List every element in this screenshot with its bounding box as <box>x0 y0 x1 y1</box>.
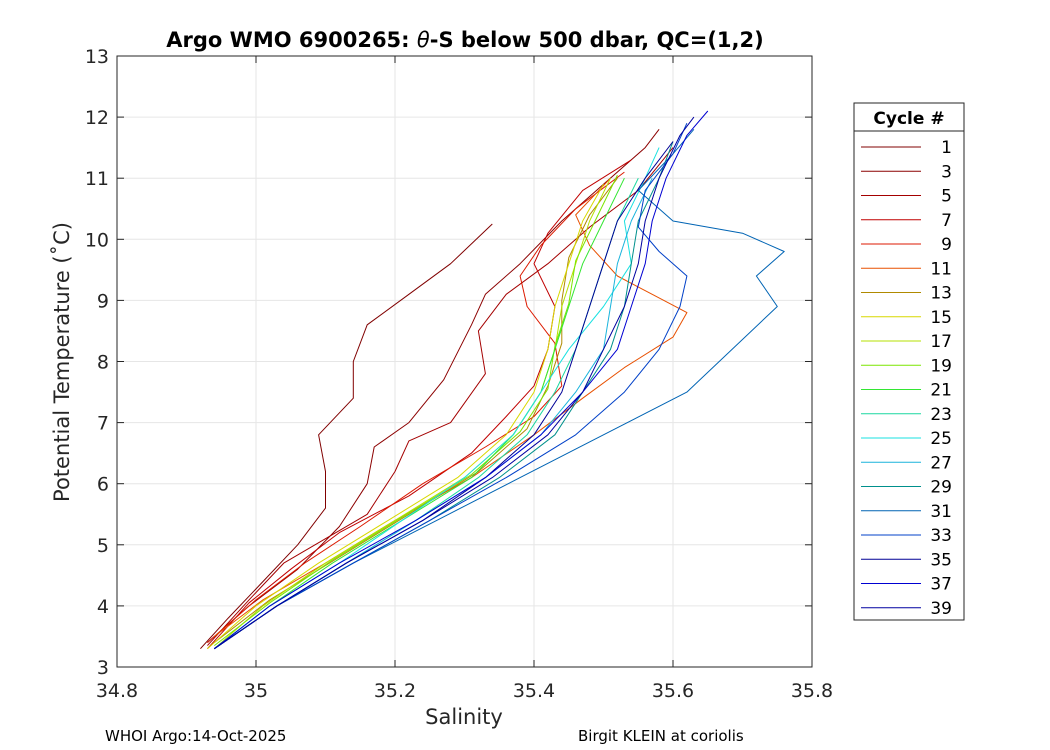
legend-label-cycle-15: 15 <box>930 308 952 328</box>
y-tick-label: 9 <box>97 290 109 312</box>
series-line-cycle-3 <box>207 128 660 643</box>
series-line-cycle-19 <box>213 174 618 646</box>
y-axis-label: Potential Temperature (˚C) <box>50 222 74 502</box>
title-prefix: Argo WMO 6900265: <box>166 28 417 52</box>
legend-label-cycle-17: 17 <box>930 332 952 352</box>
legend-label-cycle-21: 21 <box>930 381 952 401</box>
y-tick-label: 8 <box>97 352 109 374</box>
y-tick-label: 10 <box>85 229 109 251</box>
x-axis-label: Salinity <box>425 705 503 729</box>
legend-box <box>853 102 965 621</box>
series-line-cycle-15 <box>207 184 604 650</box>
axis-ticks: 34.8 35 35.2 35.4 35.6 35.8 3 4 5 6 7 8 9 10 11 12 13 <box>85 46 833 702</box>
x-tick-label: 35.8 <box>791 680 833 702</box>
y-tick-label: 7 <box>97 413 109 435</box>
legend-label-cycle-25: 25 <box>930 429 952 449</box>
legend-label-cycle-9: 9 <box>941 235 952 255</box>
y-tick-label: 11 <box>85 168 109 190</box>
y-tick-label: 6 <box>97 474 109 496</box>
series-line-cycle-1 <box>200 223 493 650</box>
y-tick-label: 3 <box>97 657 109 679</box>
legend-title: Cycle # <box>873 109 944 129</box>
legend-label-cycle-35: 35 <box>930 550 952 570</box>
series-line-cycle-13 <box>213 177 618 643</box>
legend-label-cycle-19: 19 <box>930 356 952 376</box>
legend-label-cycle-33: 33 <box>930 526 952 546</box>
legend-label-cycle-11: 11 <box>930 259 952 279</box>
y-tick-label: 4 <box>97 596 109 618</box>
series-line-cycle-9 <box>207 171 625 643</box>
series-layer <box>200 110 785 650</box>
series-line-cycle-5 <box>207 147 674 646</box>
x-tick-label: 35 <box>244 680 268 702</box>
legend-label-cycle-29: 29 <box>930 478 952 498</box>
legend-label-cycle-3: 3 <box>941 162 952 182</box>
x-tick-label: 35.4 <box>513 680 555 702</box>
legend-label-cycle-1: 1 <box>941 138 952 158</box>
x-tick-label: 35.2 <box>374 680 416 702</box>
y-tick-label: 13 <box>85 46 109 68</box>
footer-left: WHOI Argo:14-Oct-2025 <box>105 727 286 745</box>
title-theta: θ <box>417 28 430 52</box>
legend-label-cycle-31: 31 <box>930 502 952 522</box>
legend-label-cycle-13: 13 <box>930 284 952 304</box>
legend-label-cycle-7: 7 <box>941 211 952 231</box>
y-tick-label: 5 <box>97 535 109 557</box>
x-tick-label: 34.8 <box>96 680 138 702</box>
legend-label-cycle-5: 5 <box>941 187 952 207</box>
legend: Cycle # 13579111315171921232527293133353… <box>853 102 965 621</box>
series-line-cycle-39 <box>214 116 695 650</box>
x-tick-label: 35.6 <box>652 680 694 702</box>
title-suffix: -S below 500 dbar, QC=(1,2) <box>430 28 764 52</box>
y-tick-label: 12 <box>85 107 109 129</box>
chart-title: Argo WMO 6900265: θ-S below 500 dbar, QC… <box>166 28 763 52</box>
series-line-cycle-7 <box>207 159 632 650</box>
series-line-cycle-33 <box>214 122 688 650</box>
legend-label-cycle-27: 27 <box>930 453 952 473</box>
legend-label-cycle-23: 23 <box>930 405 952 425</box>
legend-label-cycle-37: 37 <box>930 575 952 595</box>
series-line-cycle-37 <box>213 110 709 650</box>
legend-label-cycle-39: 39 <box>930 599 952 619</box>
footer-right: Birgit KLEIN at coriolis <box>578 727 744 745</box>
series-line-cycle-31 <box>214 128 785 650</box>
